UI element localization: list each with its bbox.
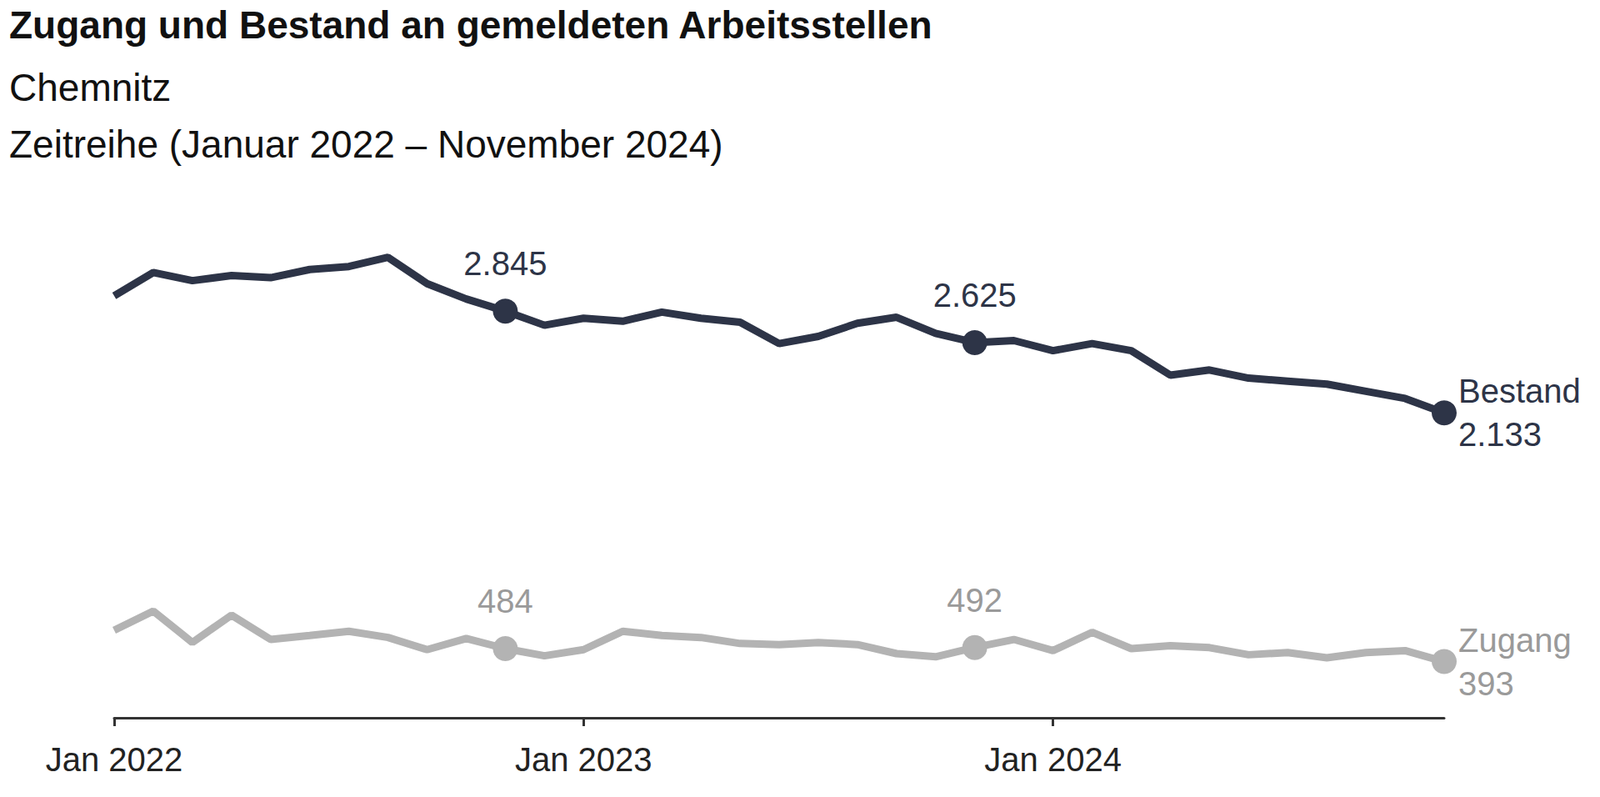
svg-text:Zeitreihe (Januar 2022 – Novem: Zeitreihe (Januar 2022 – November 2024) xyxy=(9,122,724,166)
svg-text:2.625: 2.625 xyxy=(933,276,1017,314)
svg-text:Zugang und Bestand an gemeldet: Zugang und Bestand an gemeldeten Arbeits… xyxy=(9,3,933,47)
svg-text:Jan 2023: Jan 2023 xyxy=(515,740,653,778)
svg-text:Jan 2024: Jan 2024 xyxy=(984,740,1122,778)
svg-text:Chemnitz: Chemnitz xyxy=(9,65,171,110)
svg-text:Jan 2022: Jan 2022 xyxy=(45,740,184,778)
svg-text:393: 393 xyxy=(1458,665,1515,702)
svg-text:Zugang: Zugang xyxy=(1458,621,1572,659)
svg-text:Bestand: Bestand xyxy=(1458,372,1581,410)
svg-text:484: 484 xyxy=(477,582,534,620)
svg-text:2.133: 2.133 xyxy=(1458,415,1542,453)
svg-text:492: 492 xyxy=(946,581,1003,619)
svg-text:2.845: 2.845 xyxy=(463,245,547,282)
